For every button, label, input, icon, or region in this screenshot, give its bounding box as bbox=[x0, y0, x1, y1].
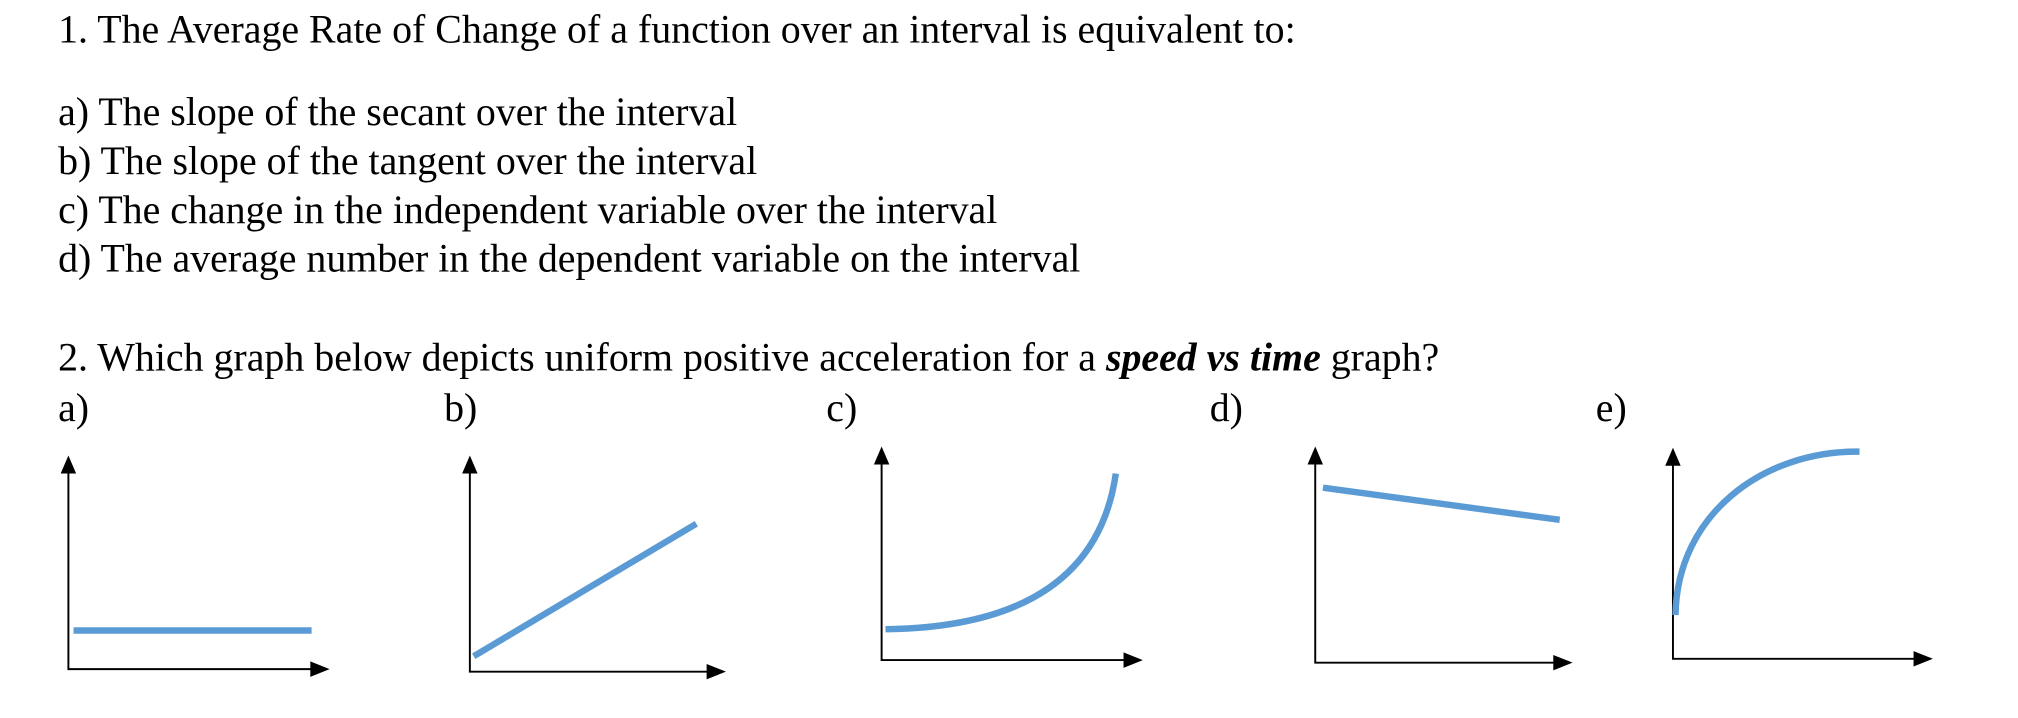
option: b) The slope of the tangent over the int… bbox=[58, 138, 757, 183]
option: d) The average number in the dependent v… bbox=[58, 236, 1080, 281]
graph-label: b) bbox=[444, 385, 477, 430]
graph-d bbox=[1307, 446, 1573, 671]
question-2: 2. Which graph below depicts uniform pos… bbox=[58, 335, 1439, 380]
option: c) The change in the independent variabl… bbox=[58, 187, 997, 232]
question-emphasis: speed vs time bbox=[1105, 335, 1321, 380]
graph-label: a) bbox=[58, 385, 89, 430]
graph-label: c) bbox=[826, 385, 857, 430]
graph-e bbox=[1665, 447, 1933, 667]
graph-label: e) bbox=[1596, 385, 1627, 430]
question-text: graph? bbox=[1331, 335, 1440, 380]
option: a) The slope of the secant over the inte… bbox=[58, 89, 737, 134]
graph-a bbox=[60, 455, 330, 677]
graph-b bbox=[462, 455, 726, 680]
graph-c bbox=[873, 446, 1143, 668]
graph-label: d) bbox=[1210, 385, 1243, 430]
question-1: 1. The Average Rate of Change of a funct… bbox=[58, 7, 1296, 52]
question-text: 2. Which graph below depicts uniform pos… bbox=[58, 335, 1096, 380]
